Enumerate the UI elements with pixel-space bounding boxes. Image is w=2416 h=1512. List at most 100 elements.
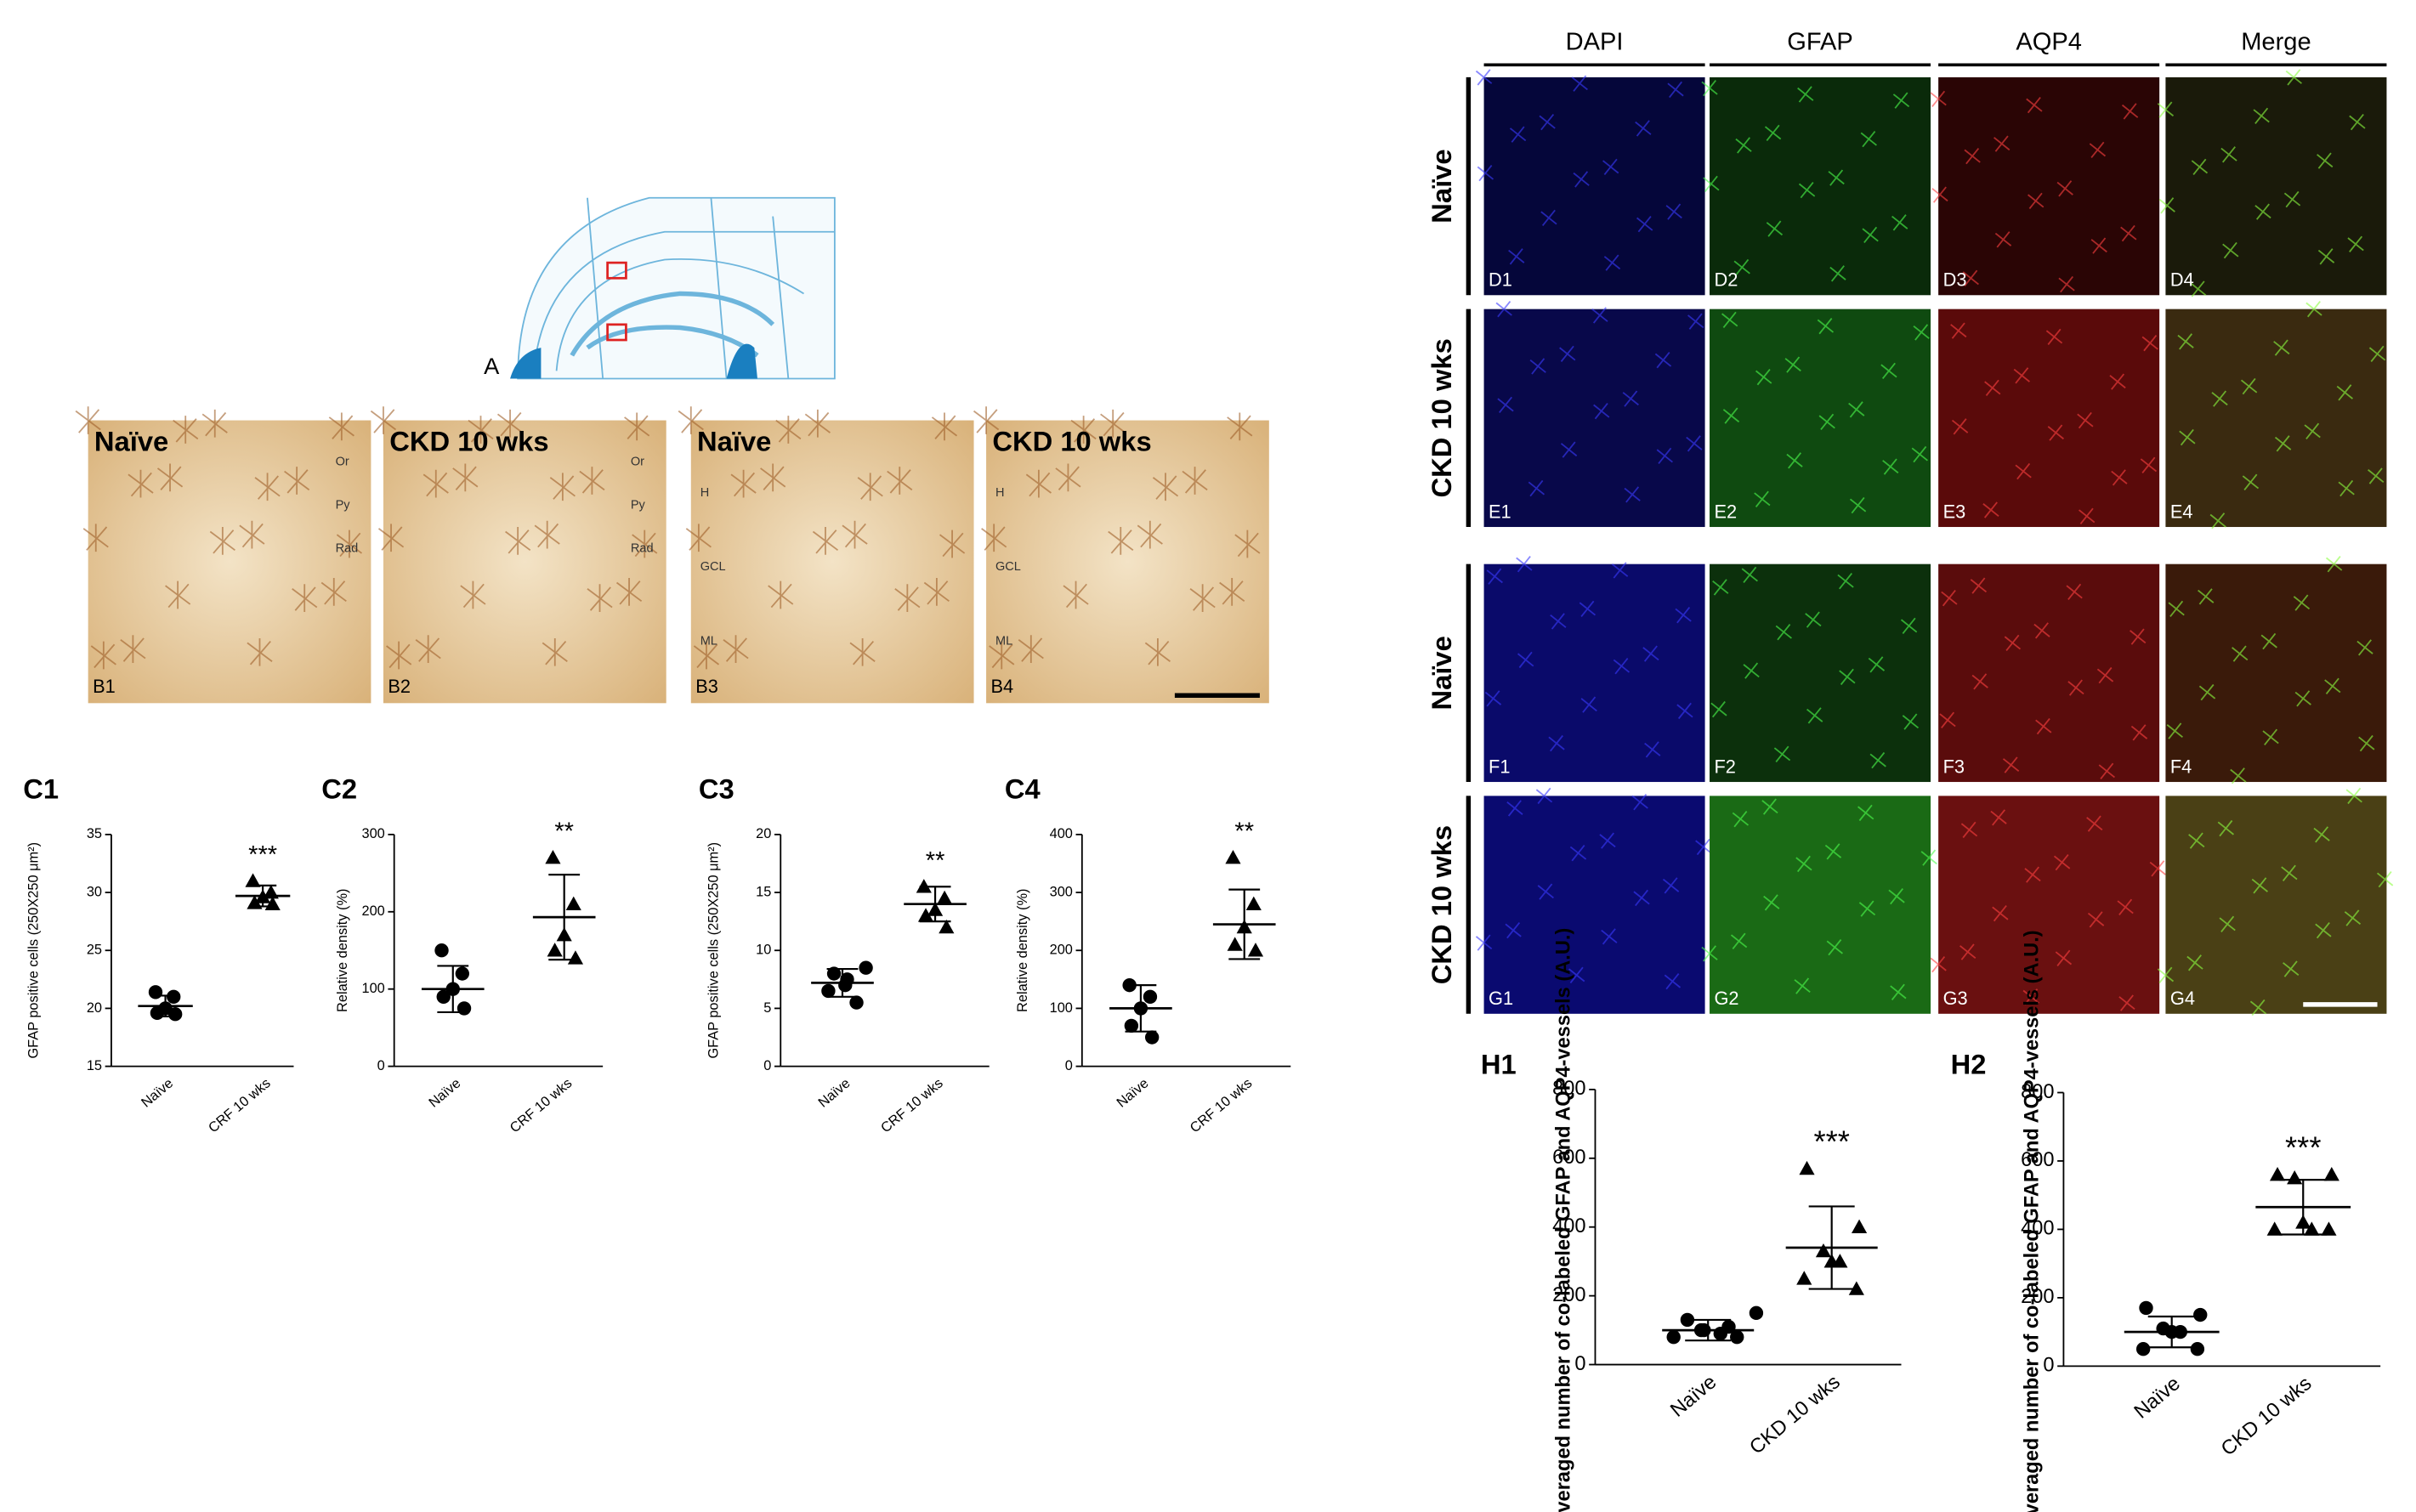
y-tick-label: 200 [361, 903, 384, 919]
astrocyte [1100, 409, 1126, 438]
panel-id: B1 [93, 676, 116, 697]
astrocyte [415, 635, 441, 664]
cell-signal [1593, 403, 1610, 420]
data-point [436, 989, 451, 1004]
cell-signal [1755, 368, 1772, 386]
cell-signal [2313, 826, 2330, 843]
astrocyte [1227, 412, 1253, 441]
astrocyte [1137, 520, 1163, 549]
cell-signal [1858, 900, 1876, 917]
astrocyte [377, 524, 405, 552]
panel-id: B4 [991, 676, 1014, 697]
astrocyte [1018, 635, 1044, 664]
cell-signal [2294, 690, 2311, 707]
cell-signal [2089, 141, 2107, 159]
data-point [565, 896, 581, 910]
cell-signal [2189, 280, 2207, 297]
significance: *** [2285, 1130, 2321, 1165]
cell-signal [2325, 556, 2343, 573]
cell-signal [1761, 798, 1778, 815]
cell-signal [1591, 307, 1608, 324]
y-tick-label: 0 [763, 1058, 771, 1073]
cell-signal [1775, 624, 1792, 641]
cell-signal [1611, 562, 1629, 579]
cell-signal [2262, 728, 2279, 745]
error-bar [1125, 984, 1157, 1033]
error-bar [1685, 1318, 1732, 1342]
micrograph [2165, 563, 2387, 783]
cell-signal [2024, 866, 2041, 883]
cell-signal [2047, 424, 2064, 441]
cell-signal [2281, 864, 2298, 881]
cell-signal [2186, 954, 2203, 971]
data-point [2287, 1170, 2303, 1185]
cell-signal [2260, 632, 2277, 650]
astrocyte [981, 524, 1007, 552]
y-tick-label: 0 [1574, 1353, 1585, 1375]
y-axis-label: GFAP positive cells (250X250 μm²) [706, 842, 721, 1059]
micrograph [88, 420, 371, 704]
panel-id: D1 [1489, 269, 1512, 291]
cell-signal [1559, 345, 1576, 363]
data-point [1227, 937, 1243, 951]
y-tick-label: 100 [361, 981, 384, 996]
cell-signal [1754, 490, 1771, 507]
y-tick-label: 400 [1552, 1215, 1585, 1237]
cell-signal [2217, 819, 2234, 837]
astrocyte [370, 406, 397, 434]
cell-signal [1951, 418, 1969, 435]
cell-signal [1763, 894, 1780, 911]
cell-signal [1633, 889, 1650, 907]
x-tick-label: Naïve [426, 1075, 463, 1110]
cell-signal [1733, 258, 1750, 276]
y-axis-label: Averaged number of co-labeled GFAP and A… [1552, 928, 1574, 1512]
cell-signal [1880, 362, 1897, 380]
data-point [1730, 1329, 1744, 1345]
astrocyte [549, 473, 576, 501]
data-point [1851, 1219, 1868, 1233]
y-tick-label: 400 [1050, 826, 1073, 841]
cell-signal [2274, 435, 2292, 452]
astrocyte [730, 469, 757, 498]
astrocyte [542, 637, 568, 666]
cell-signal [1686, 435, 1703, 452]
cell-signal [1837, 573, 1854, 590]
cell-signal [2130, 628, 2147, 645]
astrocyte [775, 416, 802, 444]
data-point [2266, 1221, 2283, 1236]
cell-signal [1971, 673, 1988, 690]
astrocyte [1189, 584, 1216, 613]
cell-signal [2079, 507, 2096, 524]
cell-signal [2157, 101, 2175, 118]
cell-signal [1687, 313, 1704, 330]
cell-signal [2254, 203, 2271, 220]
astrocyte [284, 467, 310, 495]
cell-signal [2240, 377, 2258, 395]
cell-signal [1766, 220, 1784, 237]
data-point [434, 943, 449, 958]
cell-signal [1622, 390, 1639, 407]
layer-label: ML [995, 634, 1012, 648]
cell-signal [1798, 181, 1816, 199]
astrocyte [849, 637, 876, 666]
cell-signal [2293, 594, 2311, 611]
cell-signal [1818, 413, 1835, 431]
cell-signal [1569, 845, 1587, 862]
cell-signal [1888, 887, 1905, 905]
cell-signal [2368, 467, 2385, 484]
x-tick-label: Naïve [2130, 1373, 2185, 1424]
cell-signal [1497, 396, 1514, 414]
cell-signal [2305, 300, 2322, 318]
data-point [1144, 1030, 1160, 1045]
cell-signal [2232, 645, 2249, 662]
astrocyte [292, 584, 318, 613]
panel-id: E2 [1714, 501, 1737, 522]
cell-signal [2285, 69, 2302, 86]
y-tick-label: 300 [1050, 884, 1073, 899]
cell-signal [1939, 711, 1956, 728]
layer-label: ML [700, 634, 717, 648]
cell-signal [1703, 175, 1720, 193]
micrograph [1710, 309, 1931, 528]
data-point [1796, 1271, 1812, 1285]
cell-signal [1675, 607, 1692, 624]
